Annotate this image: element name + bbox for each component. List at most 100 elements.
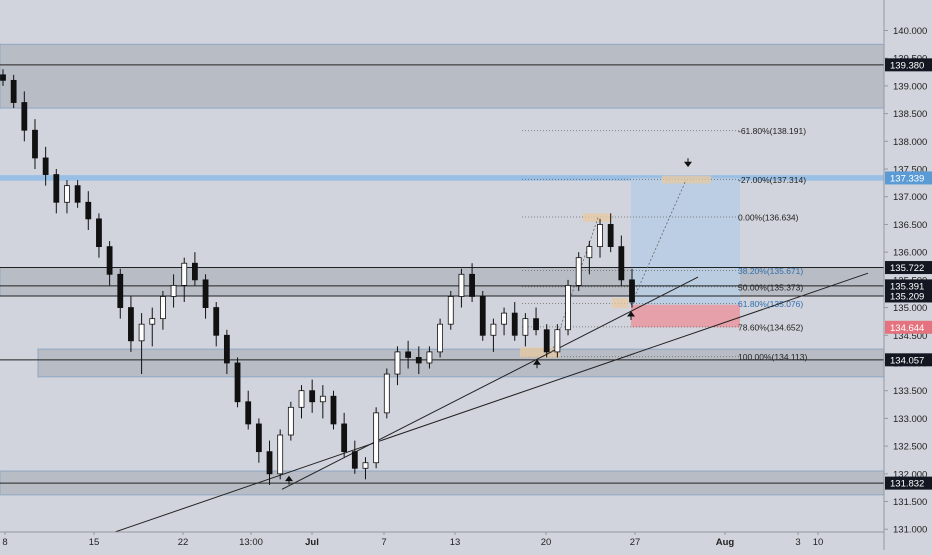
- candle[interactable]: [394, 346, 401, 386]
- candle[interactable]: [501, 307, 507, 336]
- candle[interactable]: [0, 69, 6, 86]
- candle[interactable]: [170, 274, 177, 308]
- price-label-box[interactable]: [885, 320, 932, 334]
- price-tick-label: 135.000: [893, 303, 927, 314]
- candle-body: [96, 218, 102, 248]
- candle[interactable]: [319, 385, 326, 419]
- time-tick-label: 20: [541, 537, 552, 548]
- candle[interactable]: [618, 235, 625, 286]
- candle[interactable]: [223, 329, 230, 375]
- candle[interactable]: [160, 290, 166, 330]
- fib-label: 38.20%(135.671): [738, 266, 803, 276]
- price-label-box[interactable]: [885, 58, 932, 72]
- candle[interactable]: [415, 346, 422, 375]
- candle[interactable]: [53, 169, 60, 214]
- candle[interactable]: [586, 241, 593, 275]
- candle[interactable]: [447, 290, 454, 330]
- trendline[interactable]: [281, 276, 699, 490]
- stop-zone[interactable]: [631, 304, 740, 328]
- price-label: 135.722: [890, 263, 924, 274]
- price-label: 135.209: [890, 291, 924, 302]
- time-tick-label: 10: [813, 537, 824, 548]
- price-tick-label: 133.500: [893, 386, 927, 397]
- price-label-box[interactable]: [885, 279, 932, 293]
- candle[interactable]: [362, 457, 369, 480]
- candle-body: [629, 279, 635, 303]
- candle[interactable]: [479, 290, 486, 341]
- trendline[interactable]: [114, 272, 869, 533]
- candle-body: [458, 273, 465, 297]
- price-tick-label: 132.000: [893, 469, 927, 480]
- candle[interactable]: [277, 429, 284, 480]
- candle[interactable]: [255, 418, 262, 463]
- candle[interactable]: [330, 390, 337, 430]
- candle[interactable]: [149, 307, 156, 347]
- candle[interactable]: [629, 268, 635, 308]
- candle[interactable]: [202, 274, 209, 319]
- candle-body: [42, 157, 49, 175]
- candle[interactable]: [64, 180, 70, 214]
- candle[interactable]: [213, 302, 220, 347]
- price-tick-label: 139.000: [893, 81, 927, 92]
- zone-rect: [0, 43, 885, 109]
- price-label-box[interactable]: [885, 171, 932, 185]
- candle[interactable]: [522, 313, 529, 347]
- candle[interactable]: [405, 340, 412, 369]
- candle[interactable]: [117, 268, 124, 319]
- candle[interactable]: [21, 91, 28, 142]
- candle[interactable]: [543, 324, 550, 358]
- price-label: 139.380: [890, 60, 924, 71]
- arrow-down-icon: [684, 158, 692, 168]
- price-label-box[interactable]: [885, 353, 932, 367]
- price-axis[interactable]: 140.000139.500139.000138.500138.000137.5…: [883, 0, 932, 550]
- candle-body: [277, 434, 284, 475]
- price-tick-label: 138.000: [893, 137, 927, 148]
- highlight-box: [662, 175, 711, 184]
- candle[interactable]: [469, 263, 475, 303]
- candle[interactable]: [42, 146, 49, 186]
- candle[interactable]: [437, 318, 444, 358]
- candle[interactable]: [74, 180, 81, 208]
- candle[interactable]: [138, 313, 145, 375]
- candle[interactable]: [85, 191, 92, 230]
- candle[interactable]: [234, 357, 241, 408]
- candle[interactable]: [490, 318, 497, 352]
- candle[interactable]: [458, 268, 465, 308]
- candle[interactable]: [309, 379, 316, 413]
- time-axis[interactable]: 8 15 22 13:00 Jul 7 13 20 27 Aug 3 10: [0, 531, 884, 548]
- plot-area[interactable]: -61.80%(138.191) -27.00%(137.314) 0.00%(13…: [0, 43, 885, 533]
- candle[interactable]: [191, 252, 198, 286]
- candle[interactable]: [597, 218, 603, 258]
- candle[interactable]: [181, 257, 188, 303]
- candle[interactable]: [607, 213, 614, 253]
- candle[interactable]: [575, 252, 582, 291]
- time-tick-label: 27: [630, 537, 641, 548]
- price-label-box[interactable]: [885, 476, 932, 490]
- candle[interactable]: [426, 346, 433, 369]
- candle[interactable]: [565, 279, 571, 336]
- candle[interactable]: [287, 401, 294, 441]
- candle[interactable]: [106, 241, 113, 286]
- candle[interactable]: [383, 368, 390, 419]
- candle[interactable]: [128, 296, 134, 352]
- candle[interactable]: [245, 390, 252, 430]
- candle[interactable]: [511, 302, 518, 341]
- candle[interactable]: [351, 440, 358, 474]
- candle[interactable]: [373, 407, 380, 469]
- candle[interactable]: [298, 385, 305, 419]
- candle[interactable]: [32, 119, 38, 170]
- candle[interactable]: [554, 324, 561, 358]
- candle[interactable]: [10, 74, 17, 109]
- highlight-box: [612, 298, 628, 309]
- candle[interactable]: [266, 440, 273, 485]
- price-label-box[interactable]: [885, 261, 932, 275]
- candle-body: [543, 329, 550, 353]
- price-label-box[interactable]: [885, 289, 932, 303]
- candle-body: [586, 246, 593, 259]
- candle-body: [618, 246, 625, 281]
- candle[interactable]: [96, 213, 102, 258]
- candle-body: [287, 406, 294, 436]
- candle[interactable]: [341, 412, 348, 458]
- candle[interactable]: [533, 307, 539, 336]
